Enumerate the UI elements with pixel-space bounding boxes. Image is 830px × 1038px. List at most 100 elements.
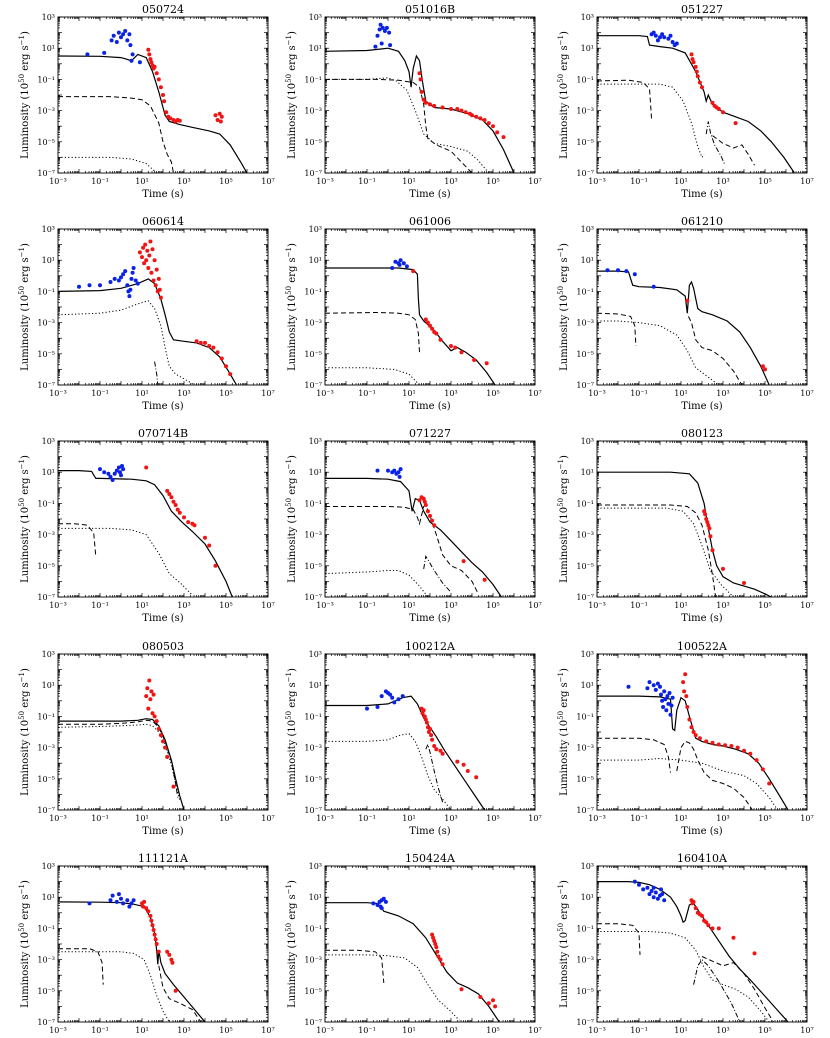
data-point <box>470 113 474 118</box>
data-point <box>147 52 152 57</box>
data-point <box>669 703 674 708</box>
data-point <box>161 93 165 97</box>
data-point <box>152 258 157 263</box>
data-point <box>228 372 233 377</box>
data-point <box>87 283 92 288</box>
data-point <box>742 748 746 753</box>
data-point <box>140 255 144 260</box>
x-tick-label: 10¹ <box>402 177 415 186</box>
data-point <box>428 726 432 731</box>
series-model-dashed <box>325 311 420 353</box>
data-point <box>110 478 115 482</box>
series-model-dotted <box>325 570 429 597</box>
data-point <box>693 733 698 738</box>
y-axis-label: Luminosity (1050 erg s−1) <box>285 668 298 796</box>
plot-frame <box>596 228 808 386</box>
series-BAT-data <box>390 258 409 270</box>
x-tick-label: 10⁵ <box>486 601 499 610</box>
data-point <box>665 694 670 699</box>
data-point <box>123 29 128 33</box>
data-point <box>156 77 161 82</box>
plot-area <box>325 689 486 810</box>
data-point <box>703 512 708 517</box>
data-point <box>148 697 153 702</box>
x-tick-label: 10¹ <box>674 601 687 610</box>
y-tick-label: 10⁻¹ <box>304 712 322 721</box>
data-point <box>163 745 168 750</box>
y-tick-label: 10³ <box>309 225 322 234</box>
series-model-dashdot <box>154 361 159 385</box>
x-tick-label: 10³ <box>444 601 457 610</box>
x-tick-label: 10⁵ <box>486 814 499 823</box>
data-point <box>154 71 159 76</box>
plot-frame <box>57 228 269 386</box>
data-point <box>144 465 149 470</box>
y-tick-label: 10⁻⁵ <box>37 350 55 359</box>
data-point <box>146 47 151 52</box>
data-point <box>453 345 458 350</box>
series-model-dotted <box>597 320 720 385</box>
x-tick-label: 10⁵ <box>758 601 771 610</box>
y-tick-label: 10⁻⁵ <box>37 987 55 996</box>
data-point <box>127 294 132 299</box>
series-model-dashdot <box>425 743 444 803</box>
x-tick-label: 10⁻¹ <box>630 389 648 398</box>
plot-area <box>597 471 772 597</box>
data-point <box>375 705 380 709</box>
series-model-dotted <box>325 733 452 810</box>
x-tick-label: 10¹ <box>674 814 687 823</box>
panel-061210: 061210 10⁻³ 10⁻¹ 10¹ 10³ 10⁵ 10⁷ 10⁻⁷ 10⁻⁵ 10⁻³ 10… <box>557 215 814 412</box>
data-point <box>463 110 468 115</box>
series-BAT-data <box>649 30 679 48</box>
plot-area <box>325 258 496 385</box>
data-point <box>729 744 734 748</box>
data-point <box>398 258 403 263</box>
x-tick-label: 10⁻¹ <box>91 1026 109 1035</box>
data-point <box>218 119 223 124</box>
series-BAT-data <box>77 266 140 299</box>
series-model-total <box>325 477 502 597</box>
plot-area <box>58 239 238 385</box>
data-point <box>733 121 738 126</box>
data-point <box>461 559 466 564</box>
x-tick-label: 10³ <box>177 177 190 186</box>
data-point <box>430 518 435 523</box>
x-tick-label: 10⁵ <box>219 389 232 398</box>
series-model-dotted <box>597 757 779 810</box>
data-point <box>125 283 130 288</box>
series-model-dotted <box>597 507 734 597</box>
panel-title: 061210 <box>681 215 723 228</box>
x-tick-label: 10¹ <box>402 389 415 398</box>
y-tick-label: 10³ <box>309 13 322 22</box>
data-point <box>708 534 713 539</box>
data-point <box>162 99 167 104</box>
data-point <box>735 745 740 750</box>
x-tick-label: 10⁻³ <box>588 177 606 186</box>
series-model-dashed <box>597 312 637 347</box>
x-tick-label: 10³ <box>177 389 190 398</box>
series-model-total <box>325 47 515 173</box>
data-point <box>697 80 702 85</box>
data-point <box>130 52 135 57</box>
y-tick-label: 10¹ <box>42 44 55 53</box>
data-point <box>695 74 700 79</box>
data-point <box>459 108 464 113</box>
y-tick-label: 10³ <box>309 650 322 659</box>
series-BAT-data <box>365 689 405 711</box>
y-tick-label: 10⁻⁷ <box>576 381 594 390</box>
series-XRT-data <box>702 509 746 585</box>
y-tick-label: 10⁻⁷ <box>304 806 322 815</box>
x-tick-label: 10⁵ <box>219 814 232 823</box>
x-axis-label: Time (s) <box>681 826 722 837</box>
data-point <box>168 116 173 121</box>
data-point <box>152 64 157 69</box>
data-point <box>434 331 439 336</box>
x-tick-label: 10⁵ <box>758 177 771 186</box>
x-tick-label: 10⁻³ <box>49 177 67 186</box>
y-tick-label: 10⁻¹ <box>37 499 55 508</box>
y-tick-label: 10⁻³ <box>37 956 55 965</box>
y-tick-label: 10⁻⁵ <box>37 775 55 784</box>
data-point <box>632 272 637 277</box>
data-point <box>682 689 687 694</box>
x-tick-label: 10¹ <box>135 1026 148 1035</box>
